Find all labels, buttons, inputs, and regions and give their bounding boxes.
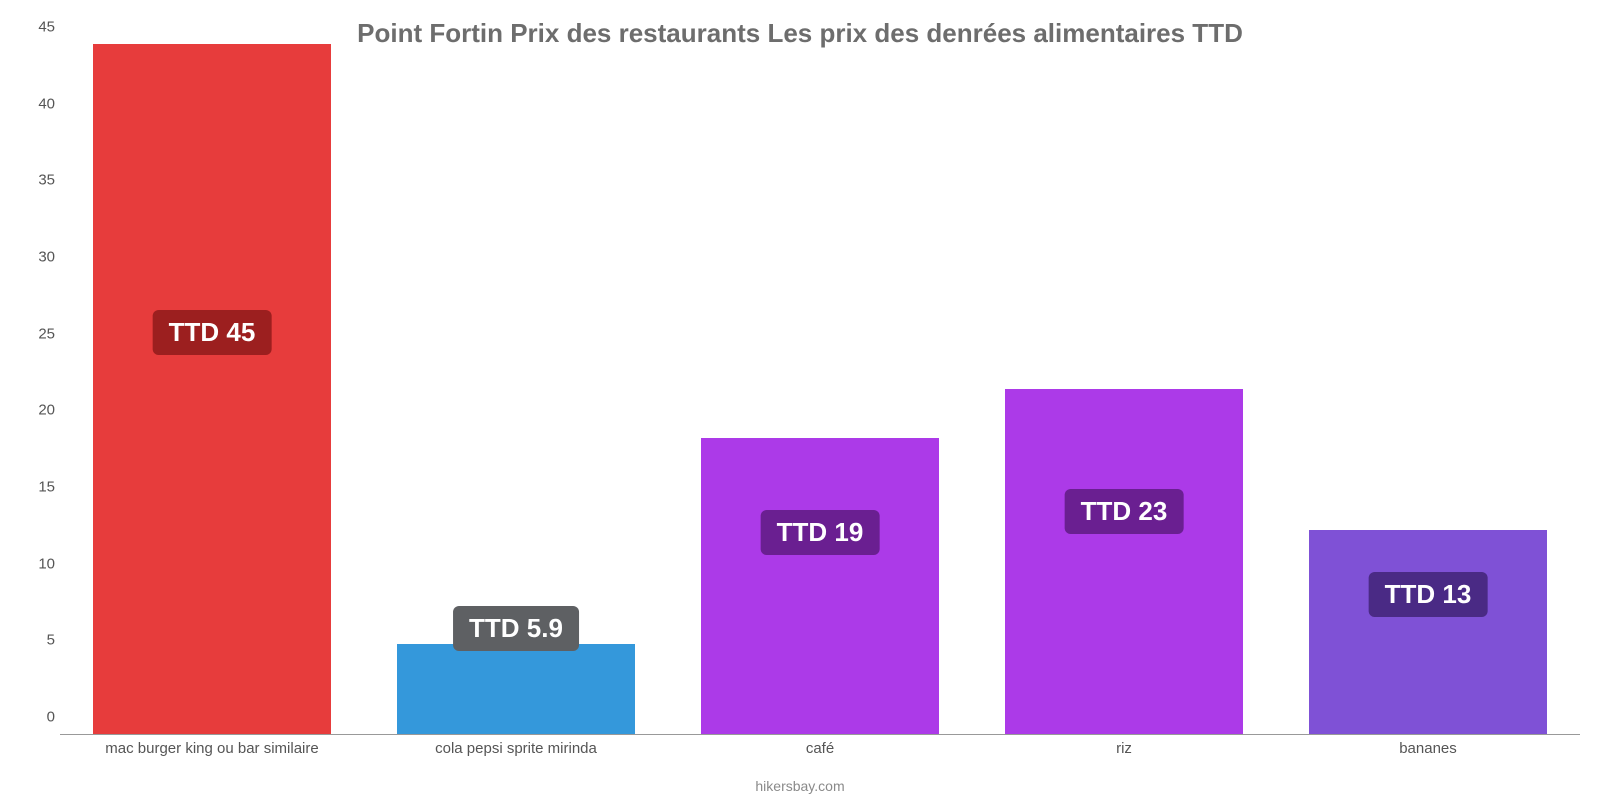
value-badge: TTD 5.9 bbox=[453, 606, 579, 651]
bar bbox=[397, 644, 634, 734]
value-badge: TTD 13 bbox=[1369, 572, 1488, 617]
attribution-text: hikersbay.com bbox=[0, 778, 1600, 794]
bar-slot: TTD 45 bbox=[60, 45, 364, 734]
y-tick-label: 40 bbox=[15, 95, 55, 112]
y-tick-label: 15 bbox=[15, 479, 55, 496]
y-tick-label: 10 bbox=[15, 555, 55, 572]
x-axis-labels: mac burger king ou bar similairecola pep… bbox=[60, 740, 1580, 757]
value-badge: TTD 45 bbox=[153, 310, 272, 355]
bar-slot: TTD 23 bbox=[972, 45, 1276, 734]
y-tick-label: 45 bbox=[15, 19, 55, 36]
bar-slot: TTD 19 bbox=[668, 45, 972, 734]
value-badge: TTD 23 bbox=[1065, 489, 1184, 534]
y-tick-label: 0 bbox=[15, 709, 55, 726]
x-axis-label: café bbox=[668, 740, 972, 757]
x-axis-label: mac burger king ou bar similaire bbox=[60, 740, 364, 757]
bar bbox=[93, 44, 330, 734]
y-tick-label: 35 bbox=[15, 172, 55, 189]
bar bbox=[1309, 530, 1546, 734]
x-axis-label: riz bbox=[972, 740, 1276, 757]
bar bbox=[1005, 389, 1242, 734]
bar bbox=[701, 438, 938, 734]
plot-area: TTD 45TTD 5.9TTD 19TTD 23TTD 13 05101520… bbox=[60, 45, 1580, 735]
y-tick-label: 5 bbox=[15, 632, 55, 649]
bars-row: TTD 45 TTD 5.9 TTD 19 TTD 23 TTD 13 bbox=[60, 45, 1580, 734]
y-tick-label: 20 bbox=[15, 402, 55, 419]
x-axis-label: cola pepsi sprite mirinda bbox=[364, 740, 668, 757]
chart-container: Point Fortin Prix des restaurants Les pr… bbox=[0, 0, 1600, 800]
bar-slot: TTD 5.9 bbox=[364, 45, 668, 734]
y-tick-label: 25 bbox=[15, 325, 55, 342]
x-axis-label: bananes bbox=[1276, 740, 1580, 757]
value-badge: TTD 19 bbox=[761, 510, 880, 555]
bar-slot: TTD 13 bbox=[1276, 45, 1580, 734]
y-tick-label: 30 bbox=[15, 249, 55, 266]
